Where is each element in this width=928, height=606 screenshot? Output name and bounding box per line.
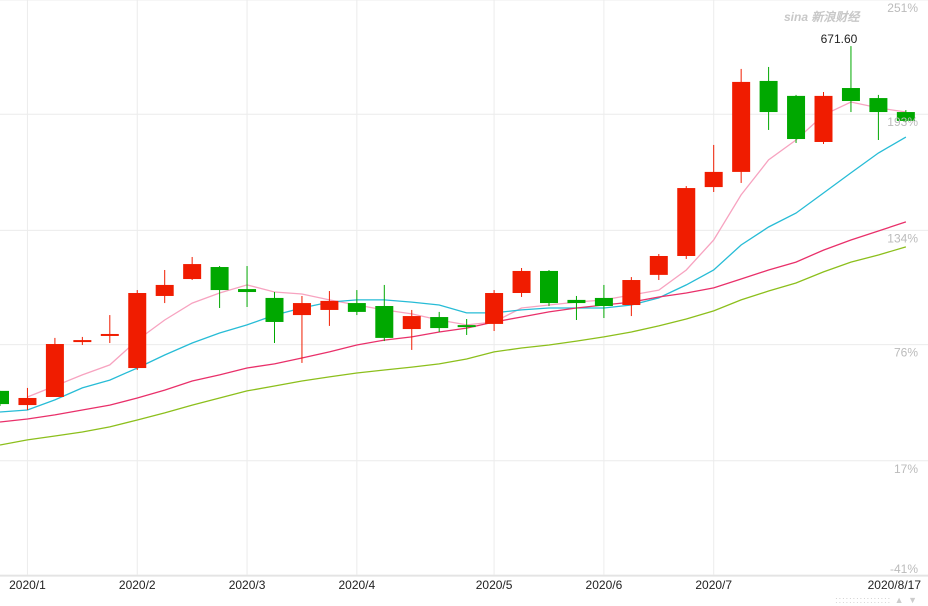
candle-body (402, 316, 421, 330)
candle-up (622, 277, 641, 317)
candle-up (512, 268, 531, 297)
candle-body (841, 88, 860, 102)
candle-body (320, 300, 339, 310)
candle-down (430, 311, 449, 333)
candle-up (73, 336, 92, 345)
candle-body (814, 95, 833, 142)
candle-up (320, 291, 339, 326)
candle-down (347, 290, 366, 316)
candle-down (759, 66, 778, 130)
y-tick-label: 76% (894, 346, 918, 360)
candle-up (155, 269, 174, 304)
candle-down (238, 266, 257, 307)
candle-body (787, 95, 806, 140)
scroll-track[interactable]: :::::::::::::::: (835, 595, 892, 605)
candle-body (677, 188, 696, 256)
candle-down (210, 266, 229, 308)
candle-up (649, 254, 668, 281)
x-tick-label: 2020/1 (9, 578, 46, 592)
chart-navigator[interactable]: :::::::::::::::: ▲ ▼ (835, 595, 918, 605)
candle-body (567, 299, 586, 304)
candle-body (18, 397, 37, 406)
candle-body (292, 303, 311, 316)
candle-down (787, 94, 806, 143)
candle-body (265, 297, 284, 322)
candle-body (183, 264, 202, 280)
candle-body (759, 80, 778, 113)
candle-body (485, 293, 504, 324)
candle-up (18, 387, 37, 410)
candle-body (210, 267, 229, 291)
candle-down (265, 292, 284, 344)
candles (0, 46, 915, 410)
candle-up (100, 315, 119, 344)
candle-body (649, 255, 668, 275)
candle-down (896, 110, 915, 123)
line-ma30 (0, 246, 907, 446)
candle-up (402, 309, 421, 350)
candle-up (732, 68, 751, 183)
x-tick-label: 2020/2 (119, 578, 156, 592)
candle-down (567, 295, 586, 320)
candle-up (704, 144, 723, 192)
candle-body (622, 280, 641, 306)
candle-body (155, 284, 174, 296)
max-price-annotation: 671.60 (821, 32, 858, 46)
candle-body (45, 344, 64, 397)
y-tick-label: 17% (894, 462, 918, 476)
candle-body (0, 390, 9, 405)
x-tick-label: 2020/6 (586, 578, 623, 592)
candle-up (45, 337, 64, 397)
y-tick-label: 193% (887, 115, 918, 129)
moving-average-lines (0, 101, 907, 446)
x-tick-label: 2020/4 (338, 578, 375, 592)
candle-body (869, 98, 888, 113)
candle-down (0, 390, 9, 407)
grid (0, 0, 928, 577)
x-tick-label: 2020/8/17 (868, 578, 922, 592)
candle-body (100, 333, 119, 336)
candle-body (375, 306, 394, 338)
candle-down (869, 94, 888, 141)
candle-down (540, 269, 558, 307)
candle-down (457, 319, 476, 335)
candle-body (896, 112, 915, 121)
x-tick-label: 2020/5 (476, 578, 513, 592)
candle-up (128, 290, 147, 371)
y-tick-label: -41% (890, 562, 918, 576)
scroll-up-icon[interactable]: ▲ (894, 595, 905, 605)
candle-body (238, 289, 257, 293)
y-tick-label: 134% (887, 231, 918, 245)
candle-body (732, 81, 751, 172)
candle-body (704, 171, 723, 188)
x-tick-label: 2020/3 (229, 578, 266, 592)
sina-finance-watermark-logo: sina 新浪财经 (784, 10, 860, 24)
candle-body (347, 303, 366, 312)
candle-down (594, 284, 613, 319)
candle-body (128, 293, 147, 369)
x-tick-label: 2020/7 (695, 578, 732, 592)
line-ma5 (27, 101, 906, 398)
line-ma10 (0, 136, 907, 413)
line-ma20 (0, 221, 907, 423)
candle-body (430, 317, 449, 329)
candle-up (485, 290, 504, 332)
candle-up (292, 295, 311, 363)
candle-body (512, 270, 531, 294)
candle-body (73, 340, 92, 343)
candle-up (183, 256, 202, 281)
candle-up (677, 186, 696, 259)
candle-up (814, 91, 833, 144)
candle-down (375, 284, 394, 342)
scroll-down-icon[interactable]: ▼ (908, 595, 918, 605)
candle-body (540, 270, 558, 304)
axis-labels: 251% 193% 134% 76% 17% -41% 2020/1 2020/2 2020/3… (9, 1, 921, 592)
y-tick-label: 251% (887, 1, 918, 15)
candle-body (594, 297, 613, 307)
candle-down (841, 46, 860, 113)
candle-body (457, 325, 476, 328)
